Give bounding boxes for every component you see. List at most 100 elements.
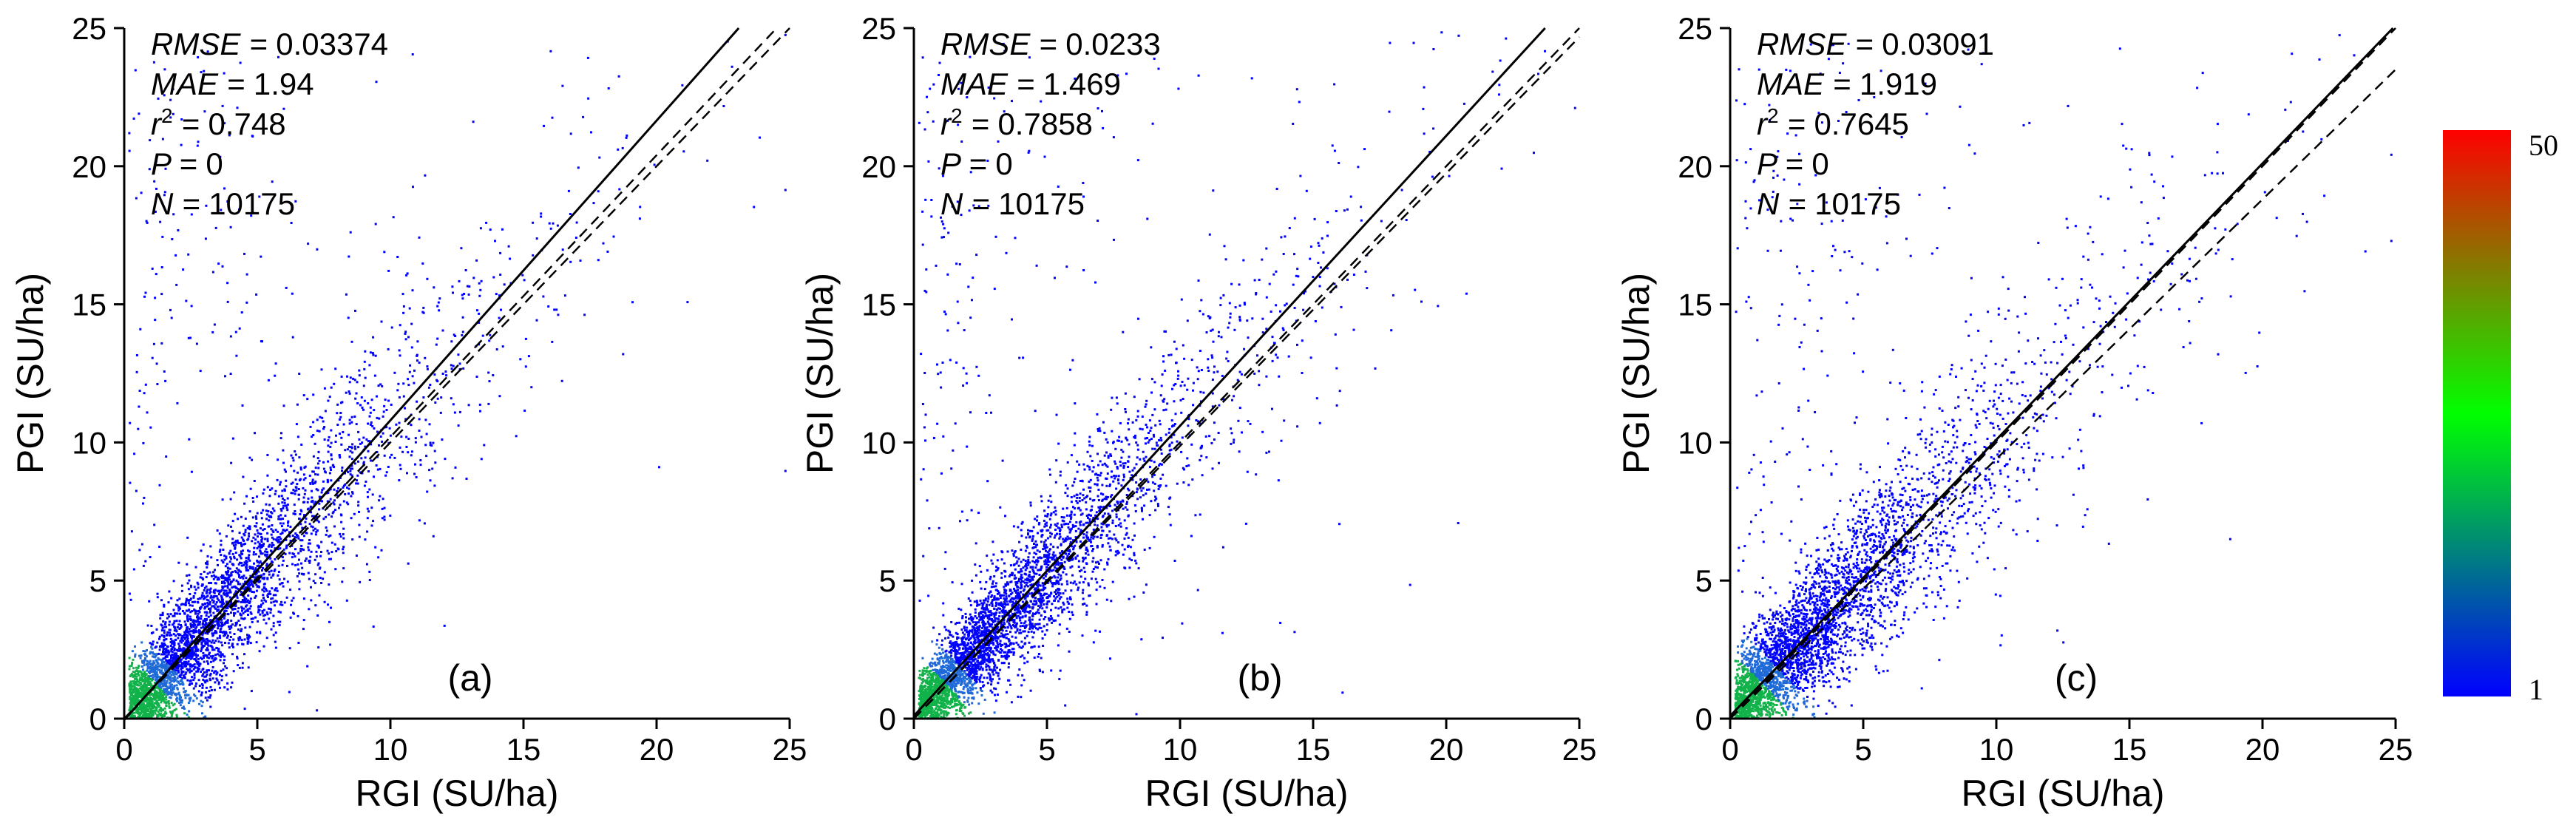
- scatter-point: [178, 607, 181, 610]
- scatter-point: [527, 355, 530, 358]
- scatter-point: [242, 600, 245, 603]
- scatter-point: [146, 697, 149, 699]
- scatter-point: [1015, 641, 1018, 644]
- scatter-point: [163, 657, 166, 660]
- scatter-point: [994, 235, 997, 238]
- scatter-point: [1118, 435, 1121, 438]
- scatter-point: [1008, 651, 1011, 654]
- scatter-point: [186, 618, 189, 621]
- scatter-point: [960, 81, 963, 84]
- scatter-point: [279, 522, 282, 525]
- scatter-point: [955, 709, 958, 712]
- scatter-point: [174, 708, 177, 711]
- scatter-point: [137, 672, 140, 675]
- scatter-point: [169, 681, 172, 684]
- scatter-point: [281, 489, 284, 492]
- scatter-point: [226, 591, 228, 594]
- scatter-point: [269, 549, 272, 552]
- scatter-point: [175, 629, 177, 632]
- scatter-point: [143, 685, 146, 688]
- scatter-point: [161, 626, 164, 629]
- scatter-point: [206, 671, 209, 674]
- scatter-point: [312, 421, 315, 424]
- scatter-point: [356, 479, 358, 482]
- scatter-point: [431, 467, 434, 470]
- scatter-point: [217, 578, 220, 581]
- scatter-point: [365, 563, 368, 566]
- scatter-point: [369, 351, 372, 354]
- scatter-point: [294, 532, 297, 535]
- scatter-point: [171, 656, 173, 659]
- scatter-point: [135, 675, 138, 678]
- scatter-point: [308, 549, 311, 552]
- scatter-point: [156, 696, 159, 699]
- scatter-point: [225, 557, 228, 560]
- scatter-point: [249, 642, 252, 645]
- scatter-point: [590, 131, 592, 134]
- scatter-point: [376, 430, 379, 433]
- scatter-point: [191, 637, 194, 640]
- scatter-point: [155, 679, 157, 681]
- scatter-point: [222, 560, 225, 563]
- scatter-point: [413, 472, 416, 475]
- scatter-point: [339, 535, 342, 538]
- scatter-point: [197, 654, 199, 657]
- scatter-point: [1102, 493, 1105, 496]
- scatter-point: [338, 418, 341, 421]
- scatter-point: [174, 639, 177, 642]
- scatter-point: [186, 574, 189, 577]
- scatter-point: [205, 595, 208, 598]
- scatter-point: [272, 531, 275, 533]
- scatter-point: [238, 327, 241, 330]
- scatter-point: [1045, 521, 1048, 524]
- scatter-point: [416, 400, 418, 403]
- scatter-point: [274, 646, 277, 649]
- scatter-point: [246, 569, 249, 572]
- scatter-point: [154, 654, 157, 657]
- scatter-point: [310, 532, 313, 535]
- scatter-point: [243, 561, 246, 564]
- scatter-point: [1151, 447, 1154, 450]
- scatter-point: [941, 639, 943, 642]
- scatter-point: [246, 634, 248, 637]
- scatter-point: [357, 504, 360, 507]
- scatter-point: [149, 696, 152, 699]
- scatter-point: [498, 316, 501, 319]
- scatter-point: [465, 478, 468, 480]
- scatter-point: [240, 543, 243, 546]
- scatter-point: [1088, 466, 1091, 469]
- scatter-point: [180, 589, 183, 592]
- scatter-point: [260, 512, 263, 515]
- scatter-point: [340, 443, 343, 446]
- y-tick-label: 15: [72, 288, 106, 322]
- scatter-point: [228, 603, 231, 606]
- scatter-point: [1096, 546, 1099, 549]
- scatter-point: [157, 713, 160, 716]
- scatter-point: [146, 649, 148, 651]
- scatter-point: [259, 560, 262, 563]
- scatter-point: [225, 600, 228, 603]
- scatter-point: [231, 529, 234, 532]
- scatter-point: [204, 237, 207, 240]
- scatter-point: [187, 641, 190, 644]
- scatter-point: [194, 658, 197, 661]
- scatter-point: [152, 709, 155, 712]
- scatter-point: [424, 418, 427, 421]
- scatter-point: [146, 624, 149, 627]
- scatter-point: [254, 432, 256, 435]
- scatter-point: [410, 450, 413, 453]
- scatter-point: [1066, 487, 1069, 490]
- scatter-point: [360, 457, 363, 460]
- scatter-point: [268, 570, 271, 573]
- scatter-point: [277, 620, 279, 623]
- scatter-point: [153, 688, 156, 691]
- scatter-point: [233, 491, 236, 494]
- scatter-point: [333, 382, 336, 385]
- scatter-point: [193, 677, 196, 679]
- scatter-point: [177, 692, 180, 695]
- scatter-point: [240, 590, 243, 593]
- scatter-point: [189, 668, 191, 671]
- scatter-point: [138, 390, 141, 392]
- scatter-point: [193, 623, 196, 626]
- scatter-point: [240, 557, 243, 560]
